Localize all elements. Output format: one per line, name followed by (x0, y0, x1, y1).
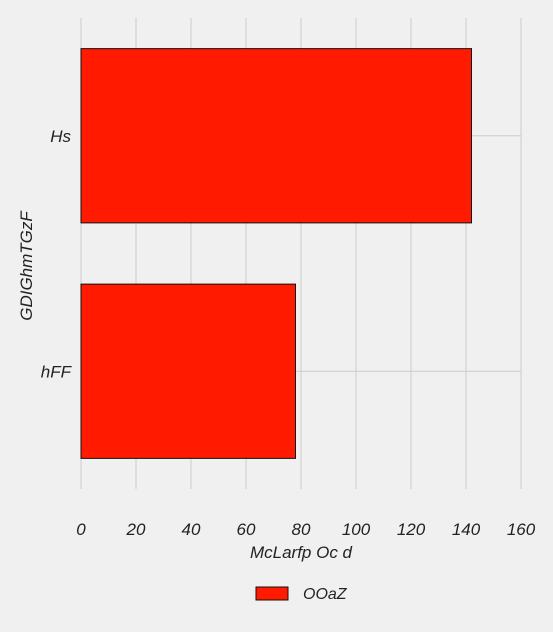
tick-layer: 0 20 40 60 80 100 120 140 160 Hs hFF (41, 127, 536, 539)
bar-1 (80, 283, 296, 459)
bar-0 (80, 48, 472, 224)
legend: OOaZ (255, 586, 348, 603)
x-tick-label-4: 80 (292, 520, 311, 539)
x-tick-label-5: 100 (342, 520, 371, 539)
x-tick-label-2: 40 (182, 520, 201, 539)
x-tick-label-3: 60 (237, 520, 256, 539)
legend-swatch (255, 586, 289, 601)
x-tick-label-6: 120 (397, 520, 426, 539)
x-tick-label-8: 160 (507, 520, 536, 539)
y-tick-label-0: Hs (50, 127, 71, 146)
x-tick-label-7: 140 (452, 520, 481, 539)
x-tick-label-0: 0 (76, 520, 86, 539)
y-axis-label: GDIGhmTGzF (17, 210, 36, 321)
bar-layer (80, 48, 472, 459)
y-tick-label-1: hFF (41, 362, 73, 381)
x-tick-label-1: 20 (126, 520, 146, 539)
x-axis-label: McLarfp Oc d (250, 543, 353, 562)
legend-label: OOaZ (303, 586, 348, 603)
